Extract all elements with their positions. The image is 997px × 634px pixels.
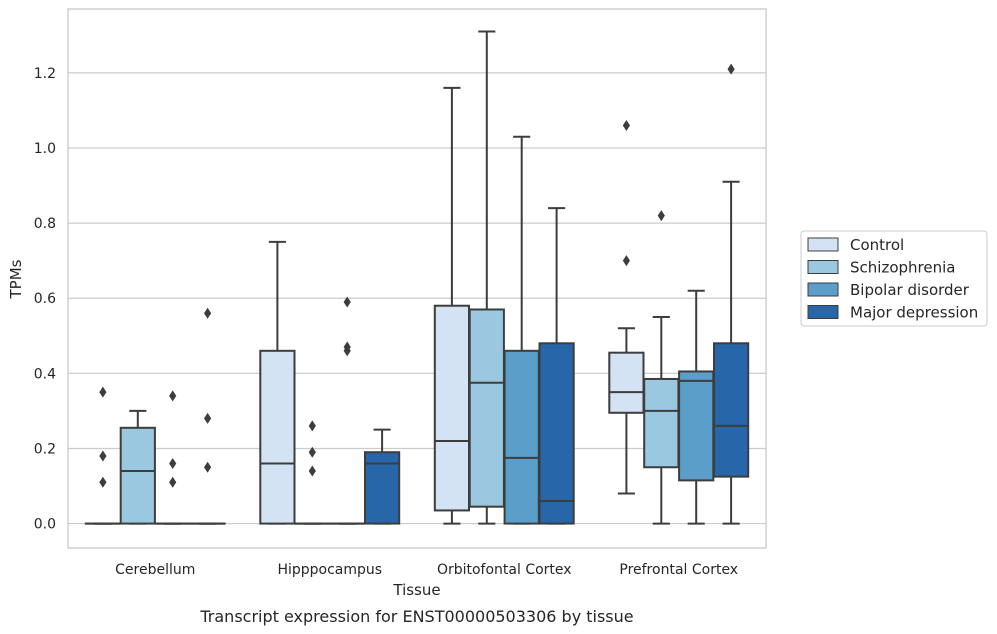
legend-label: Bipolar disorder [850, 281, 970, 299]
legend-label: Schizophrenia [850, 259, 955, 277]
outlier-point [622, 119, 630, 131]
x-tick-label: Hipppocampus [277, 562, 382, 578]
outlier-point [169, 476, 177, 488]
box-body [468, 308, 505, 508]
box-body [712, 342, 750, 478]
legend-swatch [807, 260, 839, 274]
box-control [259, 240, 296, 525]
y-axis-label: TPMs [7, 259, 25, 299]
box-bipolar-disorder [503, 135, 540, 525]
box-schizophrenia [643, 210, 680, 525]
box-body [119, 426, 156, 525]
box-body [608, 351, 645, 414]
box-body [259, 349, 296, 525]
box-schizophrenia [119, 409, 156, 525]
x-tick-labels: Cerebellum Hipppocampus Orbitofontal Corte… [115, 562, 738, 578]
y-tick-label: 1.0 [34, 141, 56, 157]
outlier-point [204, 412, 212, 424]
legend-swatch [807, 237, 839, 252]
x-axis-label: Tissue [392, 581, 440, 599]
outlier-point [308, 420, 316, 432]
outlier-point [204, 461, 212, 473]
x-tick-label: Prefrontal Cortex [619, 562, 738, 578]
y-tick-labels: 0.0 0.2 0.4 0.6 0.8 1.0 1.2 [34, 66, 56, 533]
outlier-point [622, 255, 630, 267]
outlier-point [99, 450, 107, 462]
boxes-layer [84, 30, 750, 525]
box-major-depression [538, 207, 575, 525]
outlier-point [169, 390, 177, 402]
box-control [608, 119, 645, 495]
legend-swatch [807, 305, 839, 319]
x-tick-label: Orbitofontal Cortex [437, 562, 572, 578]
legend-frame [800, 230, 988, 327]
box-body [433, 304, 471, 512]
legend: Control Schizophrenia Bipolar disorder Majo… [800, 230, 988, 327]
box-body [643, 377, 680, 469]
legend-swatch [807, 282, 839, 297]
box-bipolar-disorder [154, 390, 191, 525]
box-control [84, 386, 122, 525]
y-tick-label: 1.2 [34, 66, 56, 82]
plot-frame [67, 8, 767, 549]
box-bipolar-disorder [678, 289, 715, 525]
outlier-point [99, 386, 107, 398]
y-tick-label: 0.8 [34, 216, 56, 232]
y-tick-label: 0.2 [34, 441, 56, 457]
box-bipolar-disorder [329, 296, 366, 525]
outlier-point [308, 465, 316, 477]
outlier-point [308, 446, 316, 458]
outlier-point [727, 63, 735, 75]
y-tick-label: 0.4 [34, 366, 56, 382]
box-schizophrenia [294, 420, 331, 525]
x-tick-label: Cerebellum [115, 562, 195, 578]
box-major-depression [363, 428, 401, 525]
box-major-depression [712, 63, 750, 525]
legend-label: Control [850, 236, 904, 254]
outlier-point [343, 345, 351, 357]
outlier-point [343, 296, 351, 308]
gridlines [68, 72, 766, 525]
legend-label: Major depression [850, 304, 978, 322]
box-body [503, 349, 540, 525]
chart-caption: Transcript expression for ENST0000050330… [199, 607, 633, 626]
outlier-point [204, 307, 212, 319]
box-control [433, 86, 471, 525]
box-schizophrenia [468, 30, 505, 525]
y-tick-label: 0.6 [34, 291, 56, 307]
box-body [678, 370, 715, 482]
box-body [538, 342, 575, 525]
outlier-point [99, 476, 107, 488]
box-major-depression [189, 307, 226, 525]
y-tick-label: 0.0 [34, 517, 56, 533]
outlier-point [657, 210, 665, 222]
outlier-point [169, 457, 177, 469]
